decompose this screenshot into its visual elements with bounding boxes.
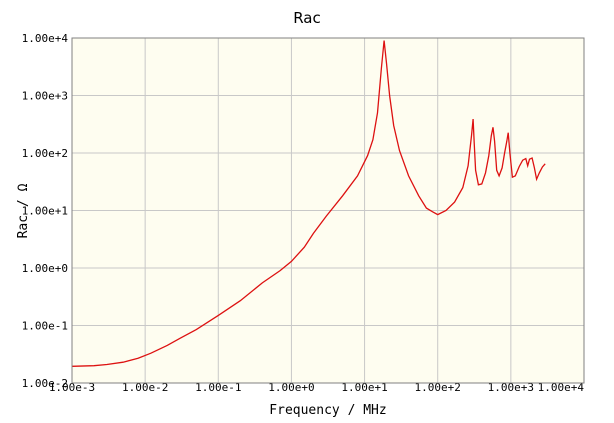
y-tick-label: 1.00e+3 xyxy=(22,90,68,103)
y-tick-label: 1.00e+0 xyxy=(22,262,68,275)
y-axis-label: Rac / Ω xyxy=(16,183,31,238)
x-tick-labels: 1.00e-3 1.00e-2 1.00e-1 1.00e+0 1.00e+1 1.00e… xyxy=(49,381,585,394)
x-tick-label: 1.00e+0 xyxy=(268,381,314,394)
x-tick-label: 1.00e-1 xyxy=(195,381,241,394)
y-tick-label: 1.00e-1 xyxy=(22,320,68,333)
y-tick-label: 1.00e+1 xyxy=(22,205,68,218)
y-tick-label: 1.00e+4 xyxy=(22,32,69,45)
plot-frame xyxy=(71,37,585,384)
x-axis-label: Frequency / MHz xyxy=(269,403,386,418)
y-tick-label: 1.00e-2 xyxy=(22,377,68,390)
x-tick-label: 1.00e-3 xyxy=(49,381,95,394)
x-tick-label: 1.00e+3 xyxy=(488,381,534,394)
x-tick-label: 1.00e-2 xyxy=(122,381,168,394)
rac-series-line xyxy=(71,40,546,367)
x-tick-label: 1.00e+4 xyxy=(538,381,585,394)
x-tick-label: 1.00e+2 xyxy=(415,381,461,394)
x-tick-label: 1.00e+1 xyxy=(341,381,387,394)
grid-lines xyxy=(72,38,584,383)
y-tick-label: 1.00e+2 xyxy=(22,147,68,160)
y-tick-labels: 1.00e-2 1.00e-1 1.00e+0 1.00e+1 1.00e+2 1.00e… xyxy=(22,32,69,390)
chart-title: Rac xyxy=(293,9,321,27)
